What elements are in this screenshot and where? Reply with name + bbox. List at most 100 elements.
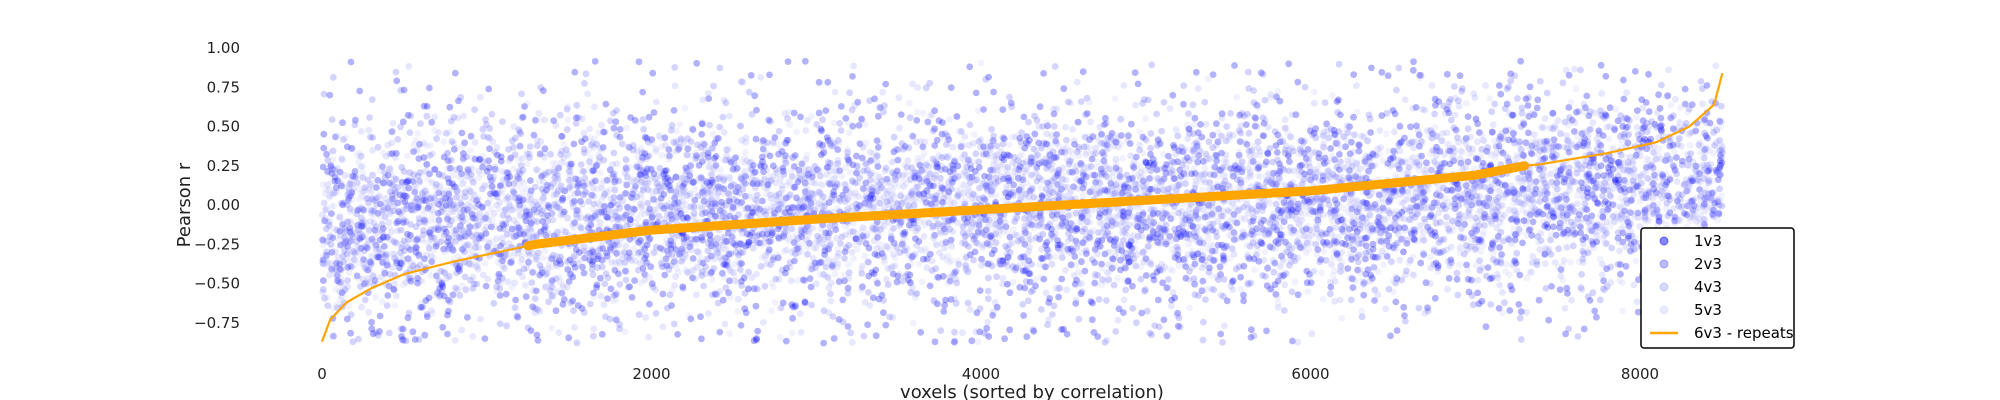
point [1428, 204, 1436, 211]
point [771, 209, 778, 217]
point [1125, 277, 1132, 285]
point [1306, 168, 1314, 176]
point [1527, 149, 1535, 156]
point [435, 216, 443, 224]
point [1589, 289, 1597, 297]
point [548, 277, 556, 285]
point [598, 330, 606, 338]
point [822, 263, 830, 271]
point [904, 263, 912, 270]
point [1332, 206, 1340, 214]
point [457, 93, 465, 101]
point [879, 88, 887, 96]
point [416, 140, 423, 148]
point [379, 234, 387, 241]
point [824, 78, 832, 86]
point [654, 219, 662, 226]
point [586, 256, 594, 264]
point [718, 198, 726, 206]
point [1247, 334, 1255, 341]
point [1525, 94, 1532, 101]
point [539, 218, 547, 225]
point [869, 195, 877, 203]
point [628, 294, 636, 301]
point [1462, 182, 1470, 190]
point [1378, 68, 1386, 76]
point [339, 119, 346, 127]
point [1289, 206, 1296, 214]
point [976, 328, 984, 336]
point [1333, 200, 1341, 208]
point [1541, 195, 1549, 203]
point [670, 320, 678, 328]
point [712, 153, 720, 160]
point [1050, 123, 1058, 130]
point [574, 302, 582, 309]
point [1638, 96, 1646, 103]
point [766, 152, 774, 160]
point [1322, 230, 1330, 238]
point [1464, 158, 1472, 166]
point [1249, 158, 1257, 165]
point [1391, 214, 1399, 222]
point [679, 283, 687, 291]
point [509, 187, 517, 195]
point [1266, 145, 1274, 152]
point [1296, 162, 1304, 170]
point [782, 157, 789, 165]
point [485, 85, 493, 93]
point [821, 251, 828, 258]
point [648, 280, 656, 288]
point [706, 231, 714, 239]
point [1263, 282, 1271, 290]
point [761, 163, 768, 170]
point [1127, 120, 1135, 128]
point [541, 223, 549, 231]
point [815, 109, 823, 117]
point [1035, 123, 1043, 130]
point [1536, 198, 1544, 205]
point [1655, 217, 1663, 225]
point [558, 132, 565, 140]
point [659, 323, 667, 331]
point [1464, 125, 1472, 133]
point [757, 161, 764, 169]
point [698, 130, 706, 138]
point [1210, 171, 1218, 179]
point [1089, 133, 1097, 141]
point [1369, 240, 1377, 248]
point [1525, 113, 1533, 120]
point [1065, 224, 1072, 232]
point [1468, 229, 1475, 237]
point [348, 189, 356, 196]
point [523, 264, 531, 272]
point [584, 90, 591, 98]
point [1519, 239, 1526, 247]
point [744, 241, 752, 249]
point [660, 204, 668, 212]
point [1670, 112, 1677, 120]
point [782, 139, 790, 147]
point [328, 116, 336, 123]
point [1708, 189, 1716, 197]
point [1199, 336, 1207, 344]
point [1631, 68, 1639, 75]
point [1692, 127, 1700, 135]
point [1426, 280, 1434, 287]
point [947, 236, 955, 244]
point [495, 270, 503, 278]
point [1217, 166, 1224, 174]
point [848, 339, 856, 346]
point [513, 312, 521, 320]
point [808, 301, 815, 309]
point [1492, 143, 1500, 151]
point [358, 127, 365, 135]
point [1549, 109, 1557, 117]
point [1219, 184, 1226, 192]
point [743, 230, 751, 238]
point [1515, 301, 1523, 308]
point [1443, 105, 1451, 113]
point [518, 90, 525, 98]
point [1046, 151, 1054, 159]
point [1365, 167, 1372, 175]
